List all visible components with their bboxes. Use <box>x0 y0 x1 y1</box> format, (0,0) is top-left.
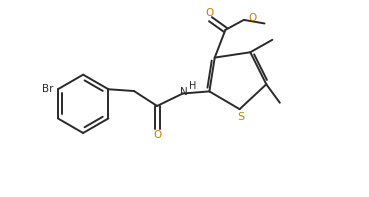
Text: O: O <box>248 13 256 23</box>
Text: N: N <box>180 87 187 97</box>
Text: H: H <box>189 81 196 91</box>
Text: S: S <box>237 112 244 122</box>
Text: O: O <box>153 130 161 140</box>
Text: O: O <box>205 8 213 18</box>
Text: Br: Br <box>42 84 54 94</box>
